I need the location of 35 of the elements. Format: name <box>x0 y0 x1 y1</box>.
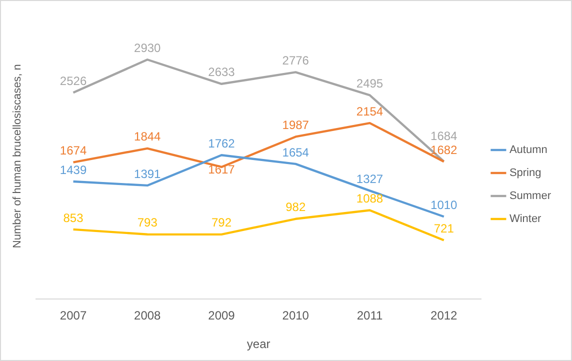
x-tick-label: 2011 <box>356 308 383 323</box>
legend-label: Summer <box>509 190 552 202</box>
data-label: 1010 <box>430 198 458 212</box>
data-label: 1844 <box>134 130 162 144</box>
x-tick-label: 2008 <box>134 308 162 323</box>
data-label: 982 <box>286 200 306 214</box>
x-tick-label: 2010 <box>282 308 310 323</box>
data-label: 853 <box>63 210 84 225</box>
legend-label: Spring <box>509 167 542 180</box>
data-label: 2930 <box>134 40 162 55</box>
data-label: 793 <box>137 216 158 230</box>
legend-label: Autumn <box>509 144 548 156</box>
x-tick-label: 2007 <box>60 308 87 323</box>
x-axis-title: year <box>246 337 270 352</box>
data-label: 1439 <box>60 162 87 177</box>
data-label: 1682 <box>430 142 458 157</box>
data-label: 2154 <box>356 104 384 118</box>
data-label: 1391 <box>134 166 162 181</box>
y-axis-title: Number of human brucellosiscases, n <box>12 64 24 248</box>
data-label: 1762 <box>208 136 236 150</box>
data-label: 1674 <box>60 144 87 158</box>
data-label: 1088 <box>356 192 384 206</box>
data-label: 1987 <box>282 118 310 132</box>
legend-label: Winter <box>509 213 542 226</box>
data-label: 1654 <box>282 145 310 160</box>
data-label: 2526 <box>60 74 87 88</box>
data-label: 792 <box>211 216 232 230</box>
data-label: 1327 <box>356 172 384 186</box>
data-label: 2776 <box>282 54 310 68</box>
data-label: 2633 <box>208 65 236 80</box>
data-label: 721 <box>434 222 454 236</box>
x-tick-label: 2009 <box>208 308 236 323</box>
data-label: 1684 <box>430 128 458 143</box>
x-tick-label: 2012 <box>430 308 458 323</box>
data-label: 2495 <box>356 76 384 90</box>
